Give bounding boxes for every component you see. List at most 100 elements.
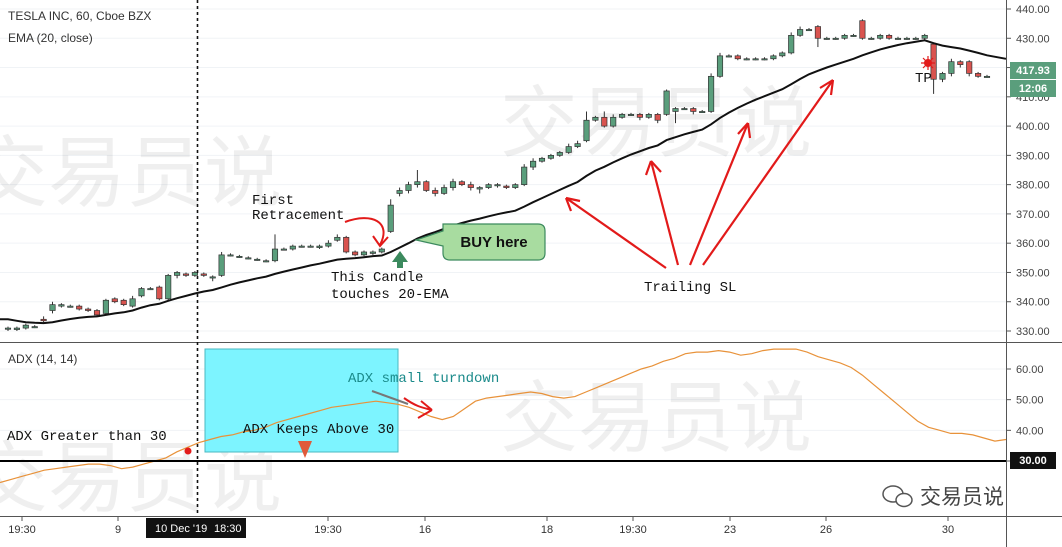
candle: [414, 170, 421, 188]
candle: [601, 111, 608, 128]
candle-body: [716, 55, 724, 77]
candle-body: [360, 251, 368, 256]
candle: [182, 272, 190, 277]
countdown-badge: 12:06: [1010, 80, 1056, 97]
candle-body: [85, 308, 92, 311]
candle: [556, 150, 563, 157]
buy-up-arrow-icon: [392, 251, 408, 268]
tp-label: TP: [915, 71, 932, 87]
buy-here-bubble: [413, 223, 546, 261]
candle: [360, 250, 368, 257]
candle-body: [325, 242, 332, 247]
candle: [423, 180, 430, 192]
candle-body: [22, 324, 29, 329]
candle: [708, 73, 715, 113]
candle: [307, 244, 314, 248]
candle-body: [690, 108, 697, 112]
candle-body: [67, 305, 74, 308]
candle-body: [13, 327, 20, 330]
candle: [912, 36, 919, 40]
crosshair-date-badge: 10 Dec '19 18:30: [146, 518, 246, 538]
candle-body: [797, 29, 804, 36]
first-retracement-label-line1: First: [252, 193, 294, 209]
candle: [245, 256, 252, 260]
candle-body: [352, 251, 359, 256]
candle: [725, 54, 732, 58]
candle: [823, 36, 830, 40]
candle-body: [191, 272, 198, 276]
adx-keeps-label: ADX Keeps Above 30: [243, 422, 394, 438]
price-tick-label: 390.00: [1016, 150, 1050, 162]
candle: [868, 36, 875, 40]
countdown-value: 12:06: [1019, 83, 1047, 95]
candle: [583, 111, 590, 143]
candle-body: [743, 58, 750, 61]
candle: [690, 107, 697, 115]
candle-body: [574, 143, 581, 147]
first-retracement-label-line2: Retracement: [252, 208, 344, 224]
candle-body: [58, 304, 65, 307]
candle-body: [31, 326, 38, 329]
candle-body: [432, 190, 439, 194]
tp-star-icon: [921, 56, 935, 70]
trailing-sl-label: Trailing SL: [644, 280, 736, 296]
candle-body: [378, 248, 385, 253]
candle-body: [227, 254, 234, 257]
candle-body: [832, 37, 839, 40]
candle: [263, 259, 270, 263]
candle-body: [601, 116, 608, 127]
candle: [521, 164, 528, 187]
candle-body: [476, 187, 483, 190]
candle: [280, 247, 287, 251]
candle: [111, 297, 118, 304]
candle-body: [903, 37, 910, 40]
candle: [948, 58, 955, 77]
candle-body: [565, 146, 572, 153]
candle-body: [147, 288, 154, 291]
candle-body: [93, 310, 101, 316]
price-tick-label: 340.00: [1016, 297, 1050, 309]
time-tick-label: 19:30: [314, 524, 342, 536]
candle: [138, 287, 145, 298]
chart-title: TESLA INC, 60, Cboe BZX: [8, 9, 151, 23]
candle-body: [610, 116, 617, 127]
candle-body: [405, 184, 412, 191]
candle-body: [512, 184, 519, 188]
candle: [859, 19, 866, 40]
candle-body: [138, 288, 145, 297]
trailing-arrow-1: [565, 197, 667, 269]
candle-body: [40, 318, 47, 322]
candle: [467, 181, 474, 191]
time-tick-label: 30: [942, 524, 954, 536]
candle: [512, 183, 519, 190]
price-tick-label: 350.00: [1016, 267, 1050, 279]
candle: [752, 57, 759, 61]
logo-text: 交易员说: [920, 485, 1004, 509]
candle-body: [49, 304, 56, 311]
candle: [369, 250, 376, 255]
buy-here-callout: BUY here: [413, 223, 546, 261]
candle: [681, 107, 688, 111]
candle: [716, 52, 724, 78]
adx-turndown-pointer: [371, 390, 409, 405]
candle-body: [627, 114, 635, 116]
candle: [85, 307, 92, 312]
candle: [574, 140, 581, 149]
candle: [636, 112, 643, 121]
trailing-arrowhead-1: [564, 196, 581, 212]
candle: [156, 285, 163, 301]
candle: [672, 107, 679, 124]
candle-body: [387, 204, 394, 232]
candle: [129, 295, 136, 308]
candle-body: [868, 37, 875, 40]
candle: [316, 244, 323, 250]
candle-body: [770, 55, 777, 60]
candle-body: [538, 157, 546, 162]
candlestick-series: [4, 19, 991, 331]
candle: [236, 254, 243, 258]
candle-body: [156, 286, 163, 300]
candle: [957, 60, 964, 68]
candle-body: [458, 181, 465, 185]
candle: [610, 114, 617, 128]
candle-body: [129, 298, 136, 307]
